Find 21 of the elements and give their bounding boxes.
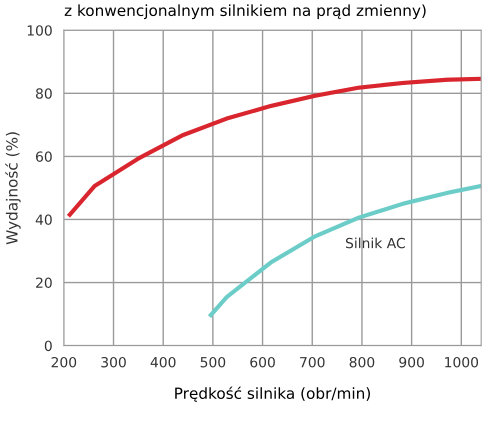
y-tick-label: 100	[28, 25, 52, 36]
chart-title: z konwencjonalnym silnikiem na prąd zmienny)	[64, 4, 426, 20]
x-tick-label: 700	[300, 356, 325, 368]
y-axis-title: Wydajność (%)	[5, 132, 21, 244]
series-label: Silnik AC	[346, 238, 405, 248]
line-series	[68, 76, 482, 217]
x-tick-label: 800	[350, 356, 374, 368]
x-tick-label: 600	[250, 356, 275, 368]
y-tick-label: 80	[36, 88, 52, 99]
x-tick-label: 200	[52, 356, 76, 368]
y-tick-label: 0	[44, 340, 52, 352]
line-series	[208, 184, 482, 318]
x-tick-label: 1000	[445, 356, 478, 368]
x-axis-title: Prędkość silnika (obr/min)	[175, 386, 370, 402]
y-tick-label: 60	[36, 151, 52, 162]
y-tick-label: 40	[36, 214, 52, 225]
x-tick-label: 300	[101, 356, 126, 368]
x-tick-label: 400	[150, 356, 176, 368]
x-tick-label: 500	[200, 356, 226, 368]
y-tick-label: 20	[36, 277, 52, 288]
x-tick-label: 900	[399, 356, 424, 368]
